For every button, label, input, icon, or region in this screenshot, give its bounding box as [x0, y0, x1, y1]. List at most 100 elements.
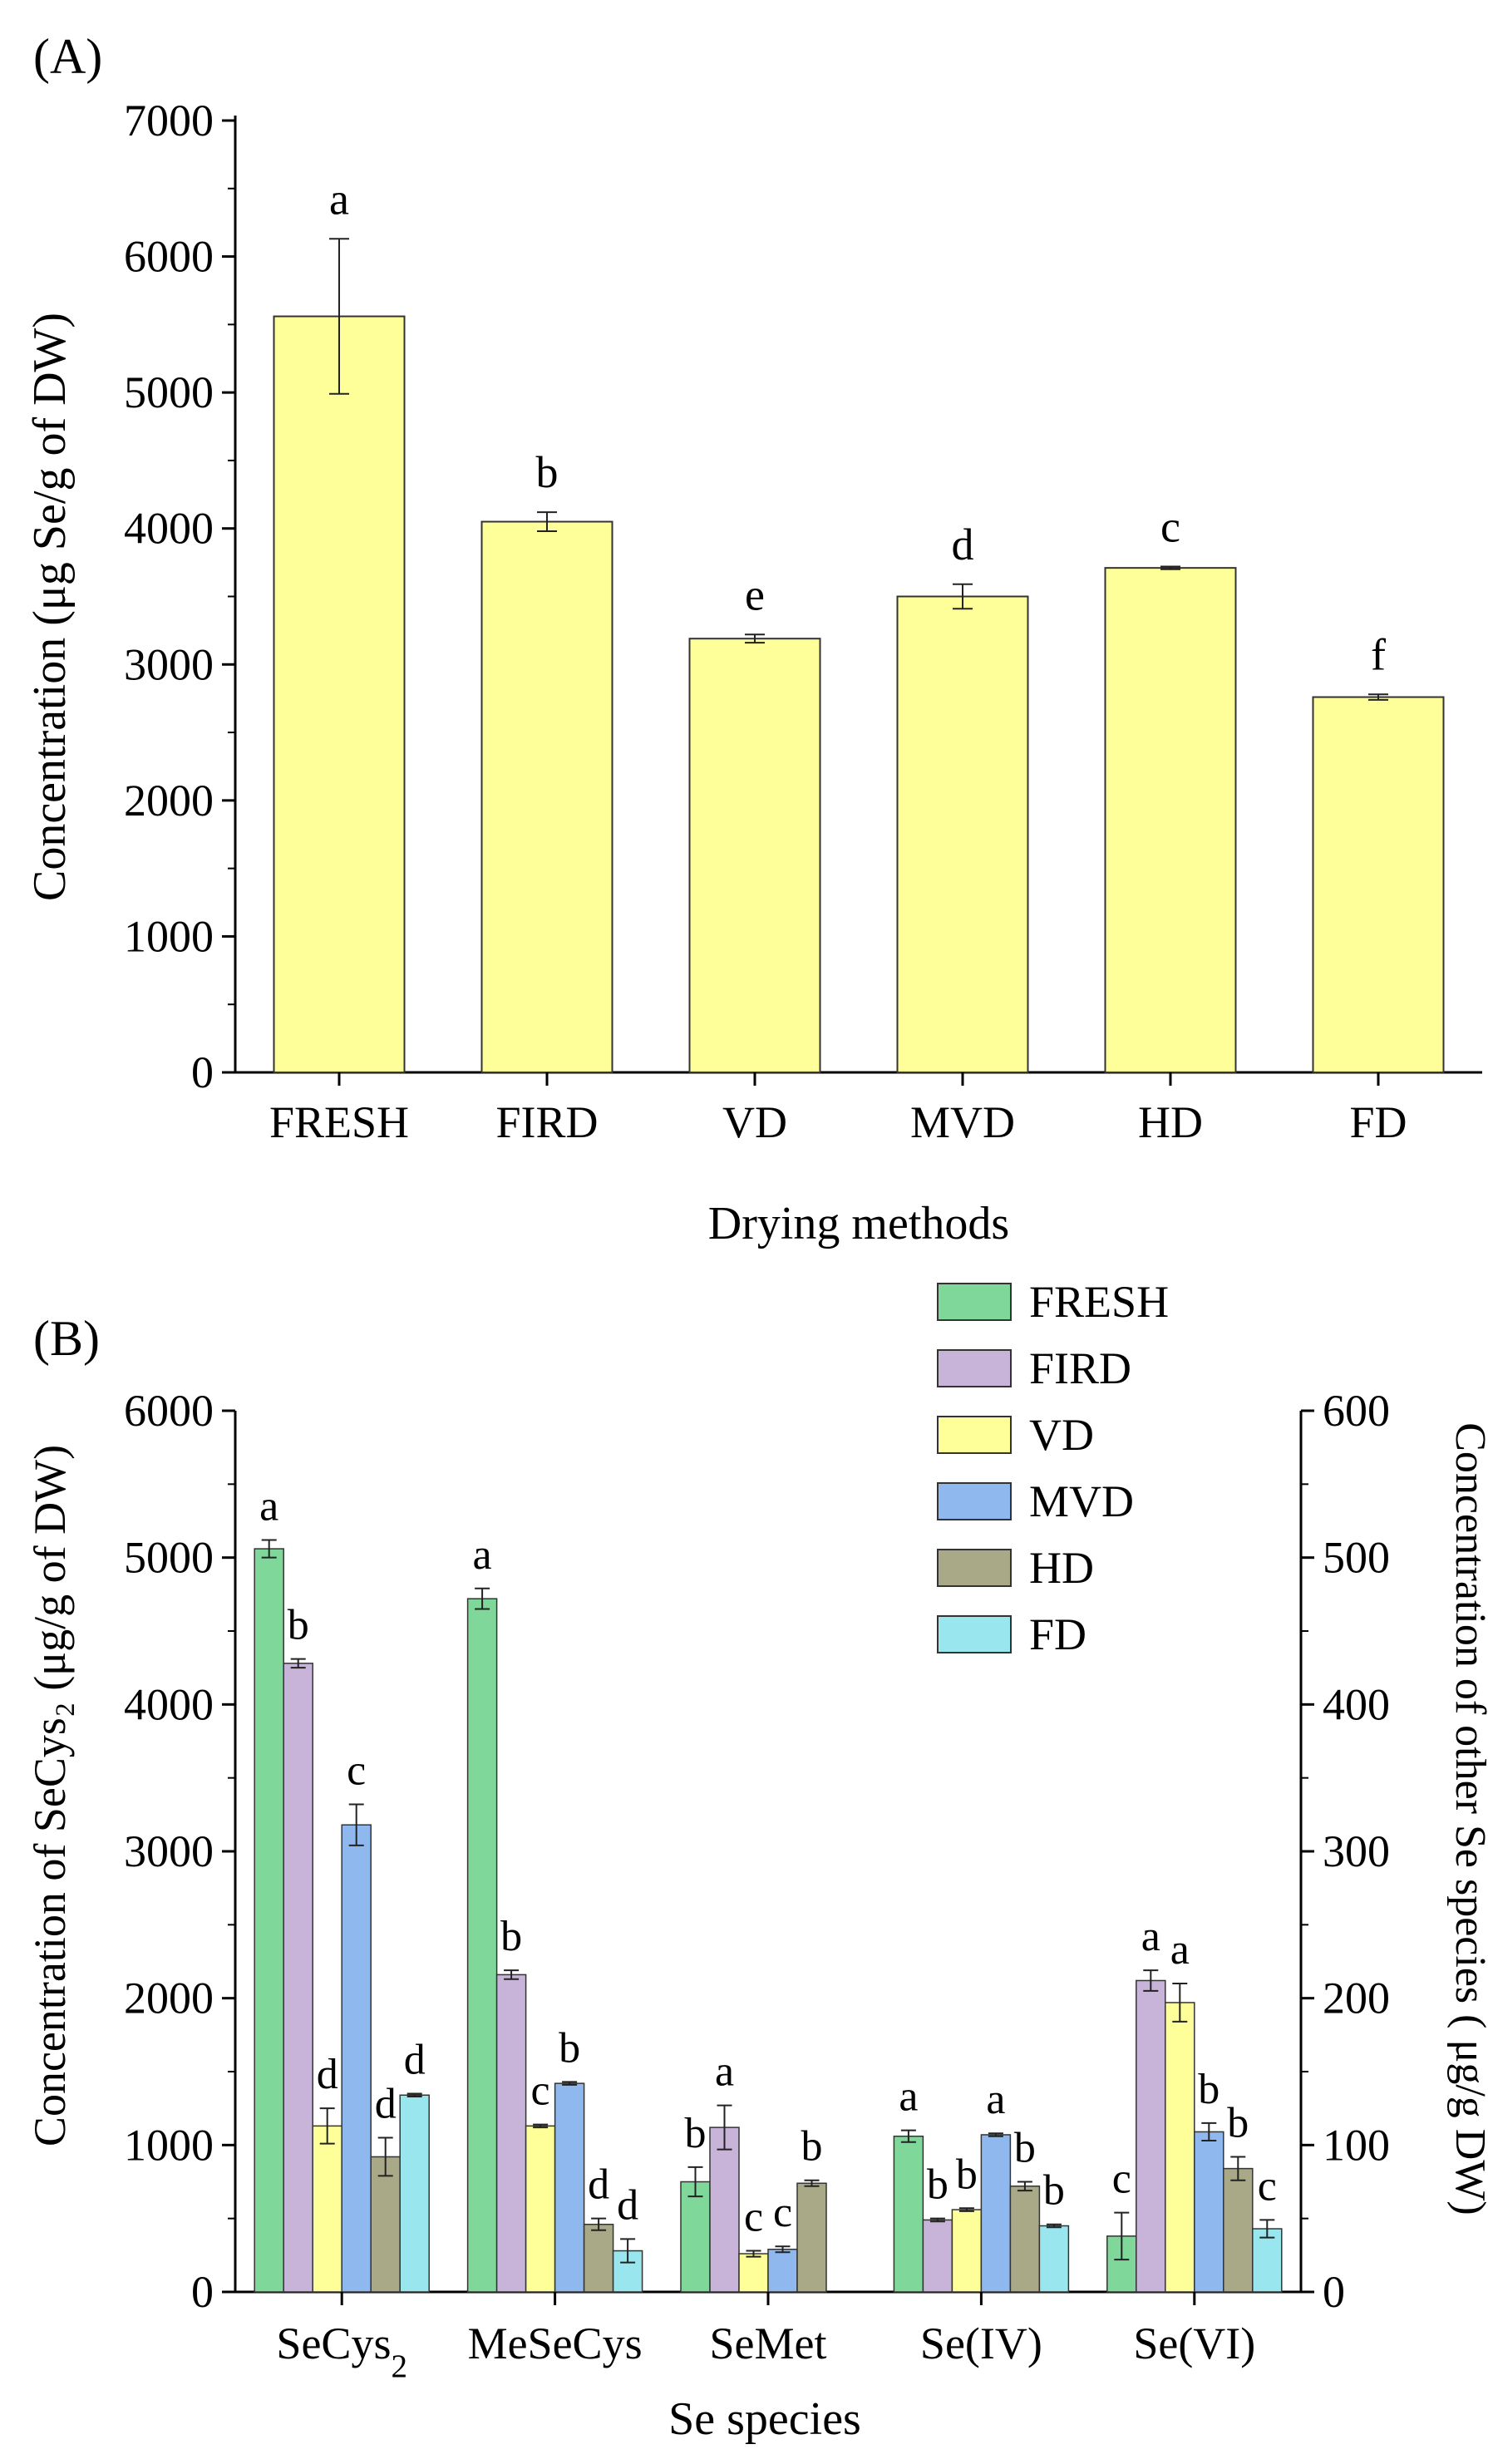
panel-b-x-tick-label: Se(VI): [1133, 2319, 1255, 2368]
panel-b-left-tick-label: 1000: [124, 2120, 214, 2170]
panel-b-significance-letter: d: [317, 2051, 338, 2098]
legend-label-vd: VD: [1029, 1410, 1094, 1460]
panel-b-right-tick-label: 0: [1323, 2267, 1345, 2317]
panel-a-significance-letter: f: [1371, 629, 1386, 679]
panel-b-bar-fd: [1252, 2228, 1283, 2293]
panel-a-y-tick-label: 6000: [124, 232, 214, 282]
panel-b-significance-letter: d: [404, 2037, 426, 2084]
panel-b-left-tick-label: 4000: [124, 1679, 214, 1729]
panel-b-left-tick-label: 5000: [124, 1533, 214, 1583]
panel-b-significance-letter: b: [927, 2161, 948, 2209]
panel-b-bar-fird: [495, 1974, 527, 2293]
panel-b-bar-fird: [1136, 1979, 1166, 2293]
panel-b-x-tick-label: SeCys2: [276, 2319, 407, 2384]
panel-a-significance-letter: b: [536, 447, 559, 497]
panel-b-significance-letter: a: [1141, 1913, 1160, 1960]
panel-b-significance-letter: b: [288, 1602, 309, 1649]
panel-b-bar-mvd: [767, 2249, 798, 2293]
panel-a-plot: 0 1000 2000 3000 4000 5000 6000 7000 a FRESH b FIRD…: [124, 96, 1482, 1147]
panel-a-significance-letter: c: [1160, 502, 1180, 552]
legend-label-hd: HD: [1029, 1543, 1094, 1593]
panel-b-bar-hd: [583, 2223, 614, 2293]
panel-b-significance-letter: b: [685, 2110, 707, 2157]
panel-b-significance-letter: b: [1227, 2099, 1249, 2146]
panel-b-plot: 0 1000 2000 3000 4000 5000 6000 0 100 200 300 400 50…: [124, 1277, 1390, 2384]
panel-b-bar-fresh: [893, 2135, 924, 2293]
panel-a-x-tick-label: MVD: [910, 1097, 1015, 1147]
panel-b-significance-letter: c: [347, 1747, 366, 1794]
legend-label-fird: FIRD: [1029, 1343, 1131, 1393]
panel-b-significance-letter: a: [715, 2048, 734, 2096]
panel-b-significance-letter: c: [1258, 2162, 1277, 2210]
legend-label-fresh: FRESH: [1029, 1277, 1169, 1327]
panel-b-bar-hd: [1009, 2186, 1041, 2293]
panel-b-bar-fresh: [254, 1548, 284, 2293]
panel-b-right-tick-label: 300: [1323, 1826, 1390, 1876]
panel-a-bar-mvd: [896, 595, 1029, 1073]
panel-b-right-tick-label: 500: [1323, 1533, 1390, 1583]
panel-a-bar-fird: [480, 520, 613, 1073]
panel-a-y-tick-label: 3000: [124, 639, 214, 689]
panel-b-left-tick-label: 3000: [124, 1826, 214, 1876]
panel-b-significance-letter: b: [1014, 2125, 1036, 2172]
panel-b-right-tick-label: 200: [1323, 1974, 1390, 2023]
panel-b-bar-fresh: [680, 2181, 711, 2293]
panel-b-significance-letter: a: [473, 1531, 492, 1579]
panel-b-label: (B): [33, 1311, 100, 1366]
panel-b-significance-letter: d: [375, 2081, 397, 2128]
panel-b-significance-letter: c: [744, 2194, 763, 2241]
panel-a-y-tick-label: 0: [191, 1047, 214, 1097]
panel-a-x-tick-label: FRESH: [269, 1097, 409, 1147]
panel-b-x-tick-label: SeMet: [710, 2319, 827, 2368]
panel-b-bar-hd: [370, 2156, 401, 2293]
panel-b-significance-letter: a: [1170, 1926, 1190, 1974]
panel-a-y-tick-label: 1000: [124, 911, 214, 961]
panel-b-right-tick-label: 600: [1323, 1386, 1390, 1436]
panel-b-y-axis-title-left: Concentration of SeCys₂ (μg/g of DW): [25, 1445, 75, 2146]
panel-b-significance-letter: a: [986, 2076, 1005, 2123]
legend-label-mvd: MVD: [1029, 1476, 1134, 1526]
panel-a-bar-fresh: [273, 315, 406, 1073]
panel-b-bar-hd: [796, 2182, 827, 2293]
panel-a-bar-fd: [1312, 696, 1445, 1073]
panel-a-x-tick-label: HD: [1138, 1097, 1203, 1147]
panel-b-bar-hd: [1223, 2167, 1254, 2293]
legend-swatch-vd: [937, 1416, 1012, 1454]
panel-b-left-tick-label: 2000: [124, 1974, 214, 2023]
panel-b-significance-letter: c: [531, 2067, 550, 2115]
panel-b-significance-letter: b: [500, 1913, 522, 1960]
panel-b-bar-vd: [951, 2209, 983, 2293]
panel-b-x-axis-title: Se species: [668, 2393, 861, 2445]
panel-a-label: (A): [33, 29, 102, 84]
panel-b-bar-fresh: [466, 1598, 498, 2293]
panel-b-significance-letter: b: [1198, 2066, 1219, 2113]
panel-b-significance-letter: c: [773, 2189, 792, 2236]
legend-swatch-fird: [937, 1349, 1012, 1387]
panel-a-x-tick-label: FD: [1349, 1097, 1407, 1147]
panel-a-significance-letter: a: [329, 174, 349, 224]
panel-b-significance-letter: d: [588, 2161, 609, 2209]
panel-a-x-tick-label: VD: [722, 1097, 787, 1147]
panel-a-y-tick-label: 7000: [124, 96, 214, 145]
panel-b-bar-fird: [922, 2219, 953, 2293]
legend-label-fd: FD: [1029, 1609, 1086, 1659]
panel-a-y-tick-label: 2000: [124, 776, 214, 825]
panel-b-y-axis-title-right: Concentration of other Se species ( μg/g…: [1446, 1422, 1488, 2215]
panel-b-significance-letter: b: [801, 2123, 823, 2171]
panel-b-significance-letter: b: [1043, 2167, 1065, 2215]
panel-b-bar-vd: [312, 2125, 342, 2293]
panel-b-significance-letter: a: [899, 2073, 918, 2121]
panel-b-significance-letter: b: [956, 2151, 978, 2198]
panel-b-bar-vd: [525, 2125, 556, 2293]
panel-b-bar-vd: [1165, 2002, 1195, 2293]
panel-a-bar-hd: [1104, 567, 1237, 1073]
legend-swatch-mvd: [937, 1482, 1012, 1520]
panel-b-bar-fd: [1038, 2225, 1070, 2293]
panel-a-bar-vd: [688, 638, 821, 1073]
panel-b-bar-fd: [399, 2094, 430, 2293]
panel-b-bar-mvd: [554, 2082, 585, 2293]
panel-a-y-axis-title: Concentration (μg Se/g of DW): [24, 313, 76, 901]
panel-b-significance-letter: b: [559, 2024, 580, 2072]
legend-swatch-fd: [937, 1615, 1012, 1653]
